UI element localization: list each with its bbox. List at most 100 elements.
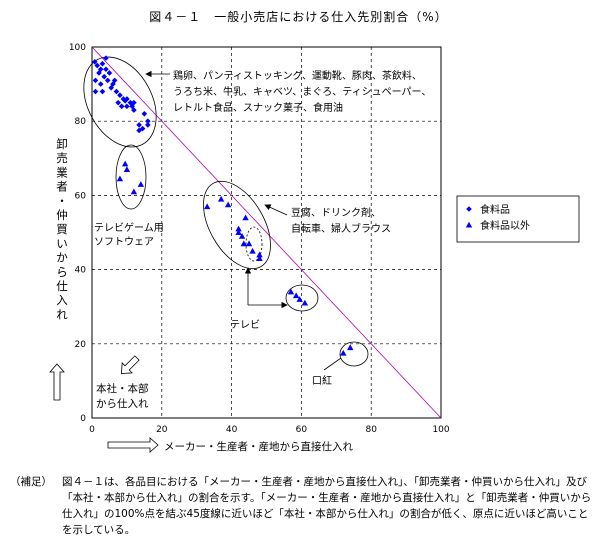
nonfood-point-20 bbox=[301, 299, 309, 306]
food-point-24 bbox=[131, 107, 137, 113]
food-point-26 bbox=[139, 125, 146, 132]
food-point-29 bbox=[141, 110, 148, 117]
annotation-food-line3: レトルト食品、スナック菓子、食用油 bbox=[173, 101, 343, 114]
cluster-ellipse-game-software bbox=[115, 144, 147, 210]
food-point-12 bbox=[92, 88, 99, 95]
legend-box bbox=[456, 195, 580, 243]
x-tick-label-5: 100 bbox=[432, 425, 449, 435]
food-point-31 bbox=[122, 97, 128, 104]
x-axis-label: メーカー・生産者・産地から直接仕入れ bbox=[164, 440, 353, 453]
x-tick-label-4: 80 bbox=[365, 425, 377, 435]
nonfood-point-11 bbox=[238, 233, 246, 239]
y-tick-label-0: 0 bbox=[80, 414, 86, 424]
food-point-27 bbox=[145, 122, 151, 128]
cluster-ellipse-tv bbox=[245, 226, 263, 262]
nonfood-point-12 bbox=[245, 240, 253, 247]
annotation-game-line1: テレビゲーム用 bbox=[94, 222, 164, 234]
legend-marker-1 bbox=[465, 221, 473, 228]
lipstick-pointer-line bbox=[323, 357, 342, 371]
nonfood-point-15 bbox=[256, 251, 263, 258]
note-text: 図４－１は、各品目における「メーカー・生産者・産地から直接仕入れ」、「卸売業者・… bbox=[62, 476, 592, 536]
plot-frame bbox=[91, 46, 442, 419]
annotation-food-line1: 鶏卵、パンティストッキング、運動靴、豚肉、茶飲料、 bbox=[173, 69, 422, 82]
food-point-9 bbox=[104, 77, 111, 84]
origin-hollow-arrow bbox=[121, 355, 140, 374]
y-axis-label-char: ・ bbox=[56, 194, 68, 208]
nonfood-point-2 bbox=[116, 175, 124, 182]
y-tick-label-1: 20 bbox=[75, 340, 87, 350]
x-tick-label-2: 40 bbox=[226, 425, 238, 435]
y-axis-label-char: 者 bbox=[56, 180, 68, 194]
legend-label-0: 食料品 bbox=[480, 203, 510, 216]
nonfood-point-6 bbox=[217, 195, 225, 202]
y-axis-label-char: い bbox=[56, 236, 68, 250]
cluster-ellipse-food bbox=[83, 56, 157, 148]
nonfood-point-22 bbox=[347, 344, 354, 351]
nonfood-point-16 bbox=[256, 255, 263, 262]
nonfood-point-8 bbox=[242, 214, 249, 221]
annotation-tofu-line1: 豆腐、ドリンク剤、 bbox=[291, 206, 381, 219]
food-point-7 bbox=[101, 73, 108, 80]
y-tick-label-2: 40 bbox=[75, 266, 87, 276]
x-axis-hollow-arrow bbox=[107, 437, 159, 453]
food-point-18 bbox=[115, 99, 121, 106]
food-point-30 bbox=[136, 127, 142, 134]
food-point-4 bbox=[96, 70, 102, 76]
nonfood-point-10 bbox=[235, 229, 242, 236]
axis-ticks: 0 20 40 60 80 100 0 20 40 60 80 100 bbox=[69, 43, 450, 435]
annotation-food-line2: うろち米、牛乳、キャベツ、まぐろ、ティシュペーパー、 bbox=[173, 85, 431, 98]
nonfood-point-5 bbox=[203, 203, 211, 210]
food-point-5 bbox=[103, 66, 109, 73]
annotation-lipstick: 口紅 bbox=[312, 375, 332, 387]
food-point-33 bbox=[111, 77, 118, 84]
food-point-28 bbox=[145, 118, 151, 124]
y-axis-label: 卸売業者・仲買いから仕入れ bbox=[56, 137, 68, 321]
food-point-10 bbox=[97, 81, 104, 87]
chart-title: 図４－１ 一般小売店における仕入先別割合（%） bbox=[149, 10, 448, 24]
nonfood-point-13 bbox=[240, 240, 248, 247]
legend-marker-0 bbox=[466, 206, 472, 212]
food-point-20 bbox=[127, 99, 134, 106]
food-point-0 bbox=[91, 59, 98, 65]
food-point-34 bbox=[103, 55, 109, 61]
food-point-32 bbox=[131, 99, 137, 106]
y-axis-label-char: 買 bbox=[56, 222, 68, 236]
food-point-15 bbox=[113, 88, 120, 95]
food-point-1 bbox=[94, 62, 101, 69]
food-point-21 bbox=[118, 103, 125, 110]
x-tick-label-0: 0 bbox=[89, 425, 95, 435]
food-point-16 bbox=[117, 92, 123, 99]
cluster-ellipse-tofu bbox=[203, 180, 271, 270]
food-point-14 bbox=[108, 85, 114, 91]
food-point-22 bbox=[124, 103, 130, 110]
annotation-game-line2: ソフトウェア bbox=[94, 236, 154, 248]
annotation-tv: テレビ bbox=[230, 319, 260, 331]
y-tick-label-3: 60 bbox=[75, 191, 87, 201]
y-axis-label-char: 仲 bbox=[56, 208, 68, 222]
tofu-pointer-arrow bbox=[264, 204, 288, 216]
nonfood-point-21 bbox=[340, 349, 347, 356]
annotation-headquarters-line1: 本社・本部 bbox=[96, 382, 149, 395]
y-axis-label-char: ら bbox=[56, 265, 68, 279]
scatter-chart: 0 20 40 60 80 100 0 20 40 60 80 100 鶏卵、パンティストッキング、運… bbox=[49, 43, 580, 453]
food-point-23 bbox=[129, 103, 135, 110]
food-point-25 bbox=[136, 122, 142, 128]
y-axis-label-char: 業 bbox=[56, 165, 68, 179]
nonfood-point-0 bbox=[121, 160, 129, 167]
y-tick-label-4: 80 bbox=[75, 117, 87, 127]
diagonal-45-line bbox=[91, 46, 442, 419]
y-axis-label-char: れ bbox=[56, 307, 68, 321]
y-axis-label-char: 入 bbox=[56, 293, 68, 307]
x-tick-label-3: 60 bbox=[296, 425, 308, 435]
food-point-13 bbox=[99, 88, 106, 95]
food-point-3 bbox=[99, 60, 106, 67]
nonfood-point-14 bbox=[249, 247, 256, 254]
annotation-tofu-line2: 自転車、婦人ブラウス bbox=[291, 222, 391, 235]
cluster-ellipse-lipstick bbox=[339, 341, 369, 367]
food-point-6 bbox=[92, 77, 99, 84]
y-axis-label-char: 売 bbox=[56, 151, 68, 165]
note-label: （補足） bbox=[10, 476, 52, 488]
x-tick-label-1: 20 bbox=[156, 425, 168, 435]
y-axis-label-char: 卸 bbox=[56, 137, 68, 151]
